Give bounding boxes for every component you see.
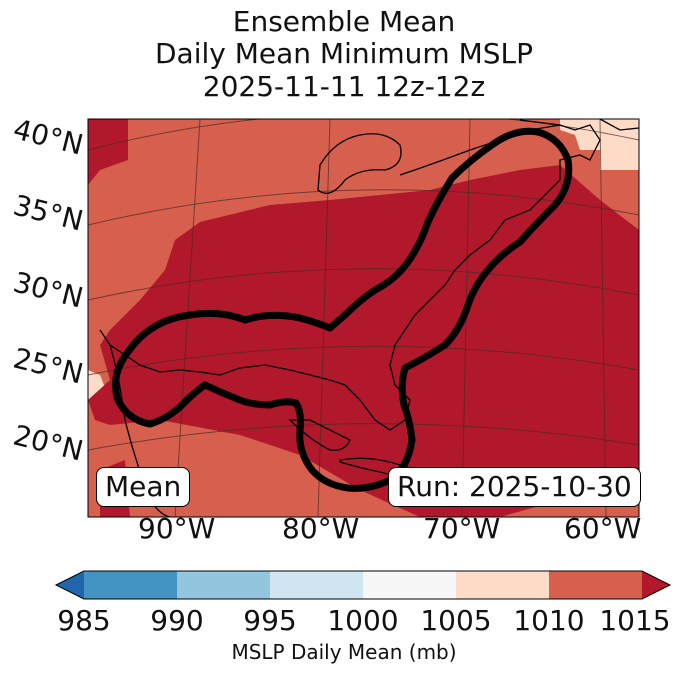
shading-1005-1010-northeast xyxy=(560,119,639,170)
colorbar-band-1005-1010 xyxy=(456,571,549,599)
title-line-1: Ensemble Mean xyxy=(232,5,456,38)
run-date-badge: Run: 2025-10-30 xyxy=(388,467,641,507)
colorbar-band-985-990 xyxy=(84,571,177,599)
mslp-contour-1015 xyxy=(112,127,573,492)
gridline-lat-25 xyxy=(88,345,639,376)
colorbar-band-995-1000 xyxy=(270,571,363,599)
colorbar-tick-1000: 1000 xyxy=(327,604,399,637)
colorbar-tick-985: 985 xyxy=(57,604,111,637)
map-panel xyxy=(88,119,639,517)
lon-label-90: 90°W xyxy=(138,512,216,545)
stat-badge: Mean xyxy=(96,467,191,507)
gridline-lon-80 xyxy=(317,119,331,517)
colorbar xyxy=(54,570,672,600)
colorbar-outline xyxy=(54,570,672,600)
lon-label-70: 70°W xyxy=(423,512,501,545)
colorbar-tick-1015: 1015 xyxy=(599,604,671,637)
colorbar-extend-below xyxy=(56,571,84,599)
colorbar-extend-above xyxy=(642,571,670,599)
colorbar-band-990-995 xyxy=(177,571,270,599)
colorbar-tick-995: 995 xyxy=(243,604,297,637)
colorbar-band-1010-1015 xyxy=(549,571,642,599)
gridline-lat-30 xyxy=(88,268,639,301)
lon-label-60: 60°W xyxy=(564,512,642,545)
title-line-3: 2025-11-11 12z-12z xyxy=(202,70,486,103)
newfoundland-edge xyxy=(599,119,639,131)
colorbar-tick-1010: 1010 xyxy=(513,604,585,637)
yucatan xyxy=(288,419,351,451)
map-frame xyxy=(87,118,640,518)
title-line-2: Daily Mean Minimum MSLP xyxy=(154,37,533,70)
us-coastline xyxy=(99,179,561,431)
colorbar-band-1000-1005 xyxy=(363,571,456,599)
colorbar-tick-990: 990 xyxy=(150,604,204,637)
great-lakes xyxy=(317,133,402,194)
gridline-lat-20 xyxy=(88,423,639,451)
colorbar-label: MSLP Daily Mean (mb) xyxy=(231,640,457,664)
colorbar-tick-1005: 1005 xyxy=(420,604,492,637)
lon-label-80: 80°W xyxy=(282,512,360,545)
shading-above-1015-northwest xyxy=(88,119,128,185)
gridline-lon-60 xyxy=(599,119,607,517)
